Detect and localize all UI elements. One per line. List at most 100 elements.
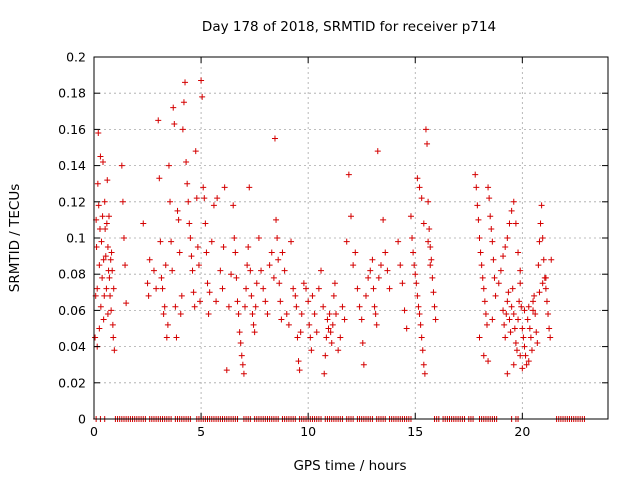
data-point [414, 175, 421, 182]
data-point [122, 262, 129, 269]
data-point [187, 235, 194, 241]
data-point [164, 321, 171, 328]
data-point [185, 198, 192, 205]
data-point [94, 180, 101, 187]
data-point [328, 339, 335, 346]
data-point [239, 361, 246, 368]
data-point [96, 225, 103, 232]
data-point [517, 352, 524, 359]
data-point [488, 225, 495, 232]
data-point [155, 117, 162, 124]
data-point [248, 292, 255, 299]
data-point [98, 238, 105, 245]
data-point [502, 244, 509, 251]
data-point [278, 316, 285, 323]
data-point [503, 311, 510, 318]
data-point [271, 135, 278, 142]
data-point [245, 244, 252, 251]
data-point [104, 177, 111, 184]
data-point [118, 162, 125, 169]
data-point [104, 244, 111, 251]
data-point [533, 329, 540, 336]
data-point [327, 329, 334, 336]
data-point [220, 244, 227, 251]
data-point [268, 249, 275, 256]
data-point [107, 256, 114, 263]
data-point [477, 249, 484, 256]
data-point [401, 307, 408, 314]
data-point [516, 298, 523, 305]
data-point [150, 267, 157, 274]
data-point [519, 365, 526, 372]
data-point [106, 274, 113, 281]
data-point [341, 316, 348, 323]
data-point [522, 352, 529, 359]
data-point [307, 334, 314, 341]
data-point [231, 235, 238, 241]
data-point [294, 334, 301, 341]
data-point [506, 316, 513, 323]
data-point [331, 280, 338, 287]
y-tick-label: 0 [78, 412, 86, 427]
data-point [403, 325, 410, 332]
data-point [205, 311, 212, 318]
data-point [273, 216, 280, 223]
data-point [480, 285, 487, 292]
data-point [101, 292, 108, 299]
data-point [102, 253, 109, 260]
data-point [156, 175, 163, 182]
data-point [526, 325, 533, 332]
y-tick-label: 0.16 [58, 122, 86, 137]
data-point [339, 303, 346, 310]
data-point [485, 184, 492, 191]
data-point [412, 271, 419, 278]
data-point [318, 267, 325, 274]
data-point [172, 303, 179, 310]
data-point [274, 235, 281, 241]
y-axis-label: SRMTID / TECUs [7, 184, 23, 292]
data-point [97, 153, 104, 160]
data-point [474, 202, 481, 209]
data-point [540, 256, 547, 263]
data-point [421, 370, 428, 377]
data-point [365, 274, 372, 281]
data-point [108, 249, 115, 256]
data-point [309, 292, 316, 299]
data-point [538, 202, 545, 209]
data-point [237, 339, 244, 346]
data-point [324, 316, 331, 323]
data-point [283, 311, 290, 318]
data-point [191, 303, 198, 310]
data-point [479, 274, 486, 281]
data-point [492, 292, 499, 299]
data-point [413, 280, 420, 287]
data-point [532, 311, 539, 318]
data-point [119, 198, 126, 205]
data-point [542, 285, 549, 292]
data-point [101, 198, 108, 205]
data-point [308, 347, 315, 354]
data-point [100, 316, 107, 323]
data-point [429, 274, 436, 281]
data-point [295, 358, 302, 365]
data-point [281, 267, 288, 274]
data-point [192, 148, 199, 155]
data-point [109, 267, 116, 274]
data-point [225, 303, 232, 310]
data-point [168, 238, 175, 245]
data-point [414, 292, 421, 299]
y-tick-label: 0.02 [58, 375, 86, 390]
data-point [510, 361, 517, 368]
data-point [276, 280, 283, 287]
data-point [335, 347, 342, 354]
data-point [120, 235, 127, 241]
data-point [275, 256, 282, 263]
data-point [476, 235, 483, 241]
data-point [418, 195, 425, 202]
data-point [103, 220, 110, 227]
data-point [188, 253, 195, 260]
data-point [519, 325, 526, 332]
data-point [418, 334, 425, 341]
data-point [193, 195, 200, 202]
data-point [198, 77, 205, 84]
